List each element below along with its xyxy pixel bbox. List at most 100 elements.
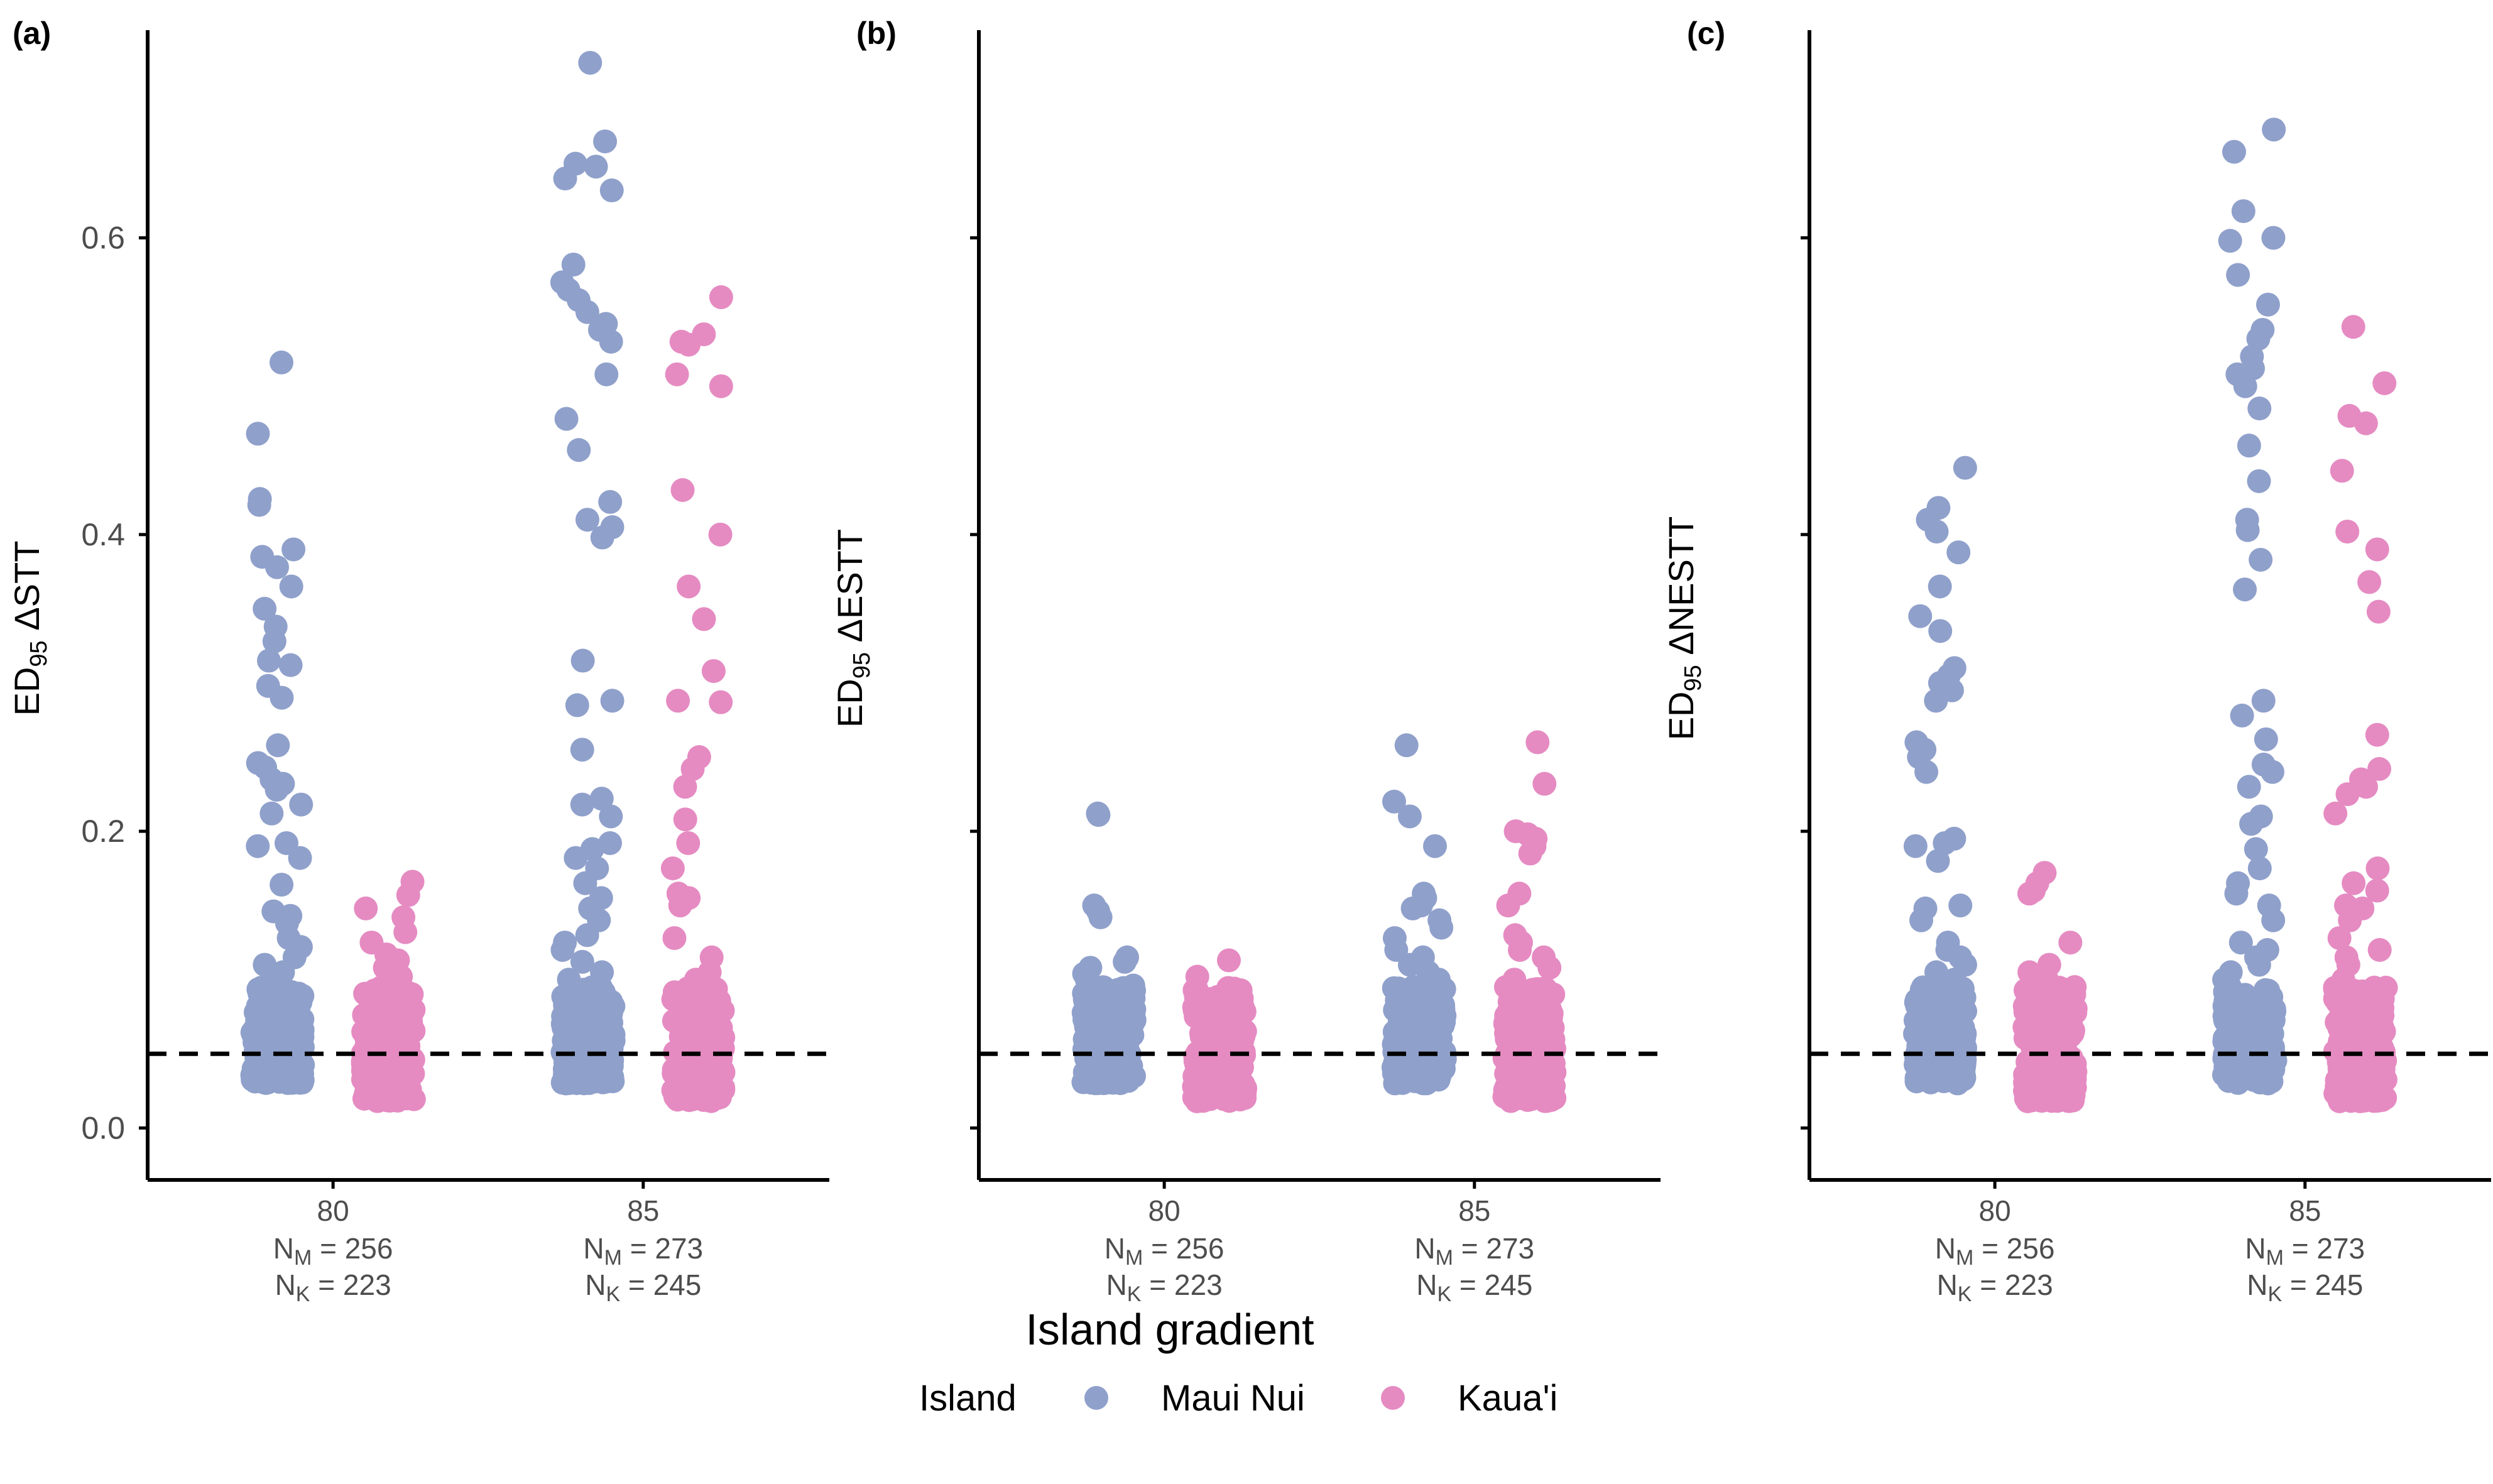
data-point (1121, 973, 1145, 998)
data-point (1530, 1036, 1554, 1061)
sample-size-value: = 245 (620, 1268, 701, 1301)
data-point (1924, 520, 1949, 544)
sample-size-label: NK = 245 (2247, 1268, 2363, 1306)
data-point (2253, 978, 2278, 1002)
data-point (2335, 520, 2360, 544)
data-point (1401, 975, 1426, 1000)
data-point (1215, 1056, 1240, 1081)
data-point (1074, 968, 1099, 992)
data-point (266, 733, 290, 758)
series-kauai (351, 870, 426, 1113)
data-point (2062, 982, 2087, 1007)
data-point (573, 871, 597, 895)
sample-size-subscript: K (1437, 1282, 1451, 1306)
sample-size-value: = 273 (622, 1232, 703, 1265)
data-point (2237, 775, 2261, 799)
data-point (2058, 930, 2083, 955)
data-point (552, 1028, 576, 1053)
data-point (1396, 1050, 1421, 1075)
data-point (557, 968, 581, 992)
data-point (257, 975, 281, 1000)
data-point (1418, 1056, 1443, 1081)
sample-size-label: NK = 245 (1416, 1268, 1532, 1306)
data-point (2217, 1001, 2242, 1025)
sample-size-value: = 223 (310, 1268, 391, 1301)
x-tick-label: 80 (1148, 1194, 1181, 1227)
sample-size-subscript: K (2267, 1282, 2282, 1306)
data-point (1903, 834, 1928, 858)
sample-size-value: = 256 (1973, 1232, 2054, 1265)
data-point (259, 801, 284, 826)
data-point (570, 648, 595, 673)
sample-size-label: NK = 223 (275, 1268, 391, 1306)
data-point (676, 831, 701, 855)
x-tick-label: 80 (317, 1194, 349, 1227)
sample-size-label: NM = 256 (1105, 1232, 1225, 1270)
data-point (589, 787, 614, 811)
y-axis-label-subscript: 95 (26, 640, 52, 667)
sample-size-value: = 223 (1972, 1268, 2053, 1301)
data-point (2261, 908, 2286, 932)
data-point (240, 1063, 265, 1088)
data-point (1088, 905, 1113, 930)
sample-size-symbol: N (275, 1268, 296, 1301)
data-point (2247, 952, 2271, 977)
panel-tag: (b) (856, 16, 897, 51)
data-point (2228, 930, 2253, 955)
y-axis-label: ED95 ΔESTT (830, 529, 875, 728)
sample-size-subscript: K (1958, 1282, 1972, 1306)
sample-size-label: NM = 273 (2245, 1232, 2365, 1270)
data-point (2261, 226, 2286, 250)
data-point (1511, 1081, 1536, 1106)
data-point (2342, 871, 2366, 895)
data-point (1505, 1053, 1529, 1078)
sample-size-symbol: N (1105, 1232, 1125, 1265)
sample-size-subscript: M (1956, 1246, 1973, 1270)
data-point (570, 792, 594, 817)
sample-size-symbol: N (583, 1232, 604, 1265)
data-point (257, 648, 281, 673)
y-axis-label-main: ED (7, 667, 46, 716)
data-point (354, 896, 378, 920)
y-tick-label: 0.4 (81, 517, 125, 552)
data-point (556, 990, 581, 1015)
data-point (1382, 789, 1407, 814)
data-point (2230, 703, 2254, 728)
sample-size-value: = 256 (312, 1232, 393, 1265)
sample-size-value: = 245 (1451, 1268, 1532, 1301)
data-point (262, 629, 286, 653)
data-point (1115, 1005, 1139, 1029)
sample-size-symbol: N (1416, 1268, 1437, 1301)
data-point (673, 807, 697, 832)
y-axis-label-rest: ΔSTT (7, 541, 46, 641)
data-point (599, 804, 623, 829)
data-point (1518, 1008, 1542, 1033)
data-point (270, 685, 294, 710)
series-maui-nui (550, 50, 626, 1096)
y-axis-label-rest: ΔNESTT (1661, 516, 1701, 665)
sample-size-label: NK = 245 (585, 1268, 701, 1306)
data-point (2212, 968, 2237, 992)
sample-size-value: = 223 (1141, 1268, 1222, 1301)
data-point (1946, 540, 1971, 565)
data-point (684, 968, 708, 992)
data-point (2218, 229, 2242, 253)
data-point (356, 1071, 380, 1095)
legend-key-maui-nui (1084, 1386, 1108, 1410)
data-point (1216, 948, 1241, 973)
y-tick-label: 0.0 (81, 1110, 125, 1145)
y-axis-label-subscript: 95 (1680, 665, 1706, 691)
data-point (600, 689, 625, 713)
sample-size-symbol: N (1935, 1232, 1956, 1265)
data-point (397, 1015, 422, 1039)
y-tick-label: 0.2 (81, 814, 125, 849)
data-point (1948, 893, 1973, 918)
data-point (266, 1057, 290, 1082)
data-point (1493, 975, 1518, 1000)
data-point (2354, 775, 2378, 799)
data-point (565, 1070, 589, 1094)
panel-tag: (c) (1687, 16, 1725, 51)
